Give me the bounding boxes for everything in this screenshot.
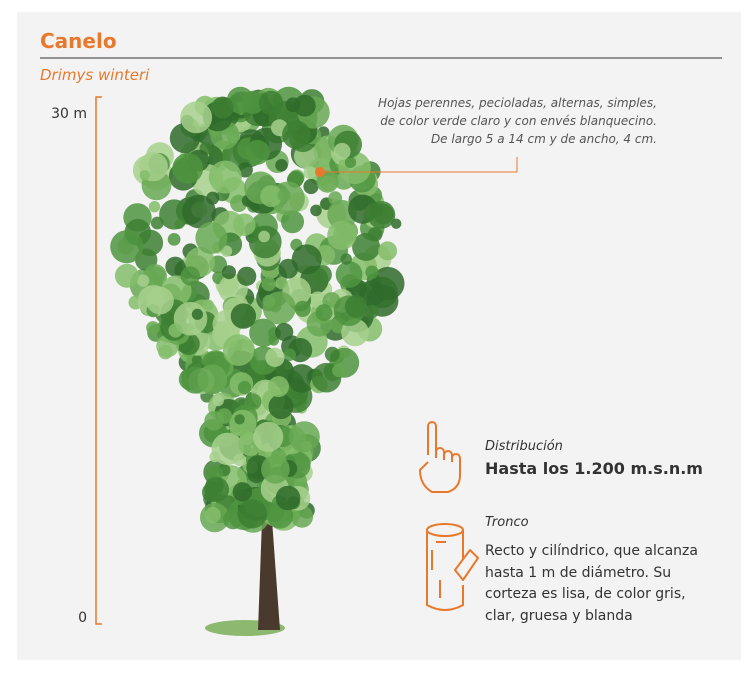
foliage [245,393,262,410]
foliage [259,91,283,115]
foliage [205,507,221,523]
trunk-text-line: Recto y cilíndrico, que alcanza [485,543,698,559]
foliage [310,205,322,217]
foliage [168,323,182,337]
foliage [334,143,351,160]
foliage [195,222,227,254]
foliage [115,264,139,288]
foliage [192,309,203,320]
foliage [368,201,396,229]
foliage [168,233,181,246]
foliage [149,201,160,212]
foliage [262,277,276,291]
foliage [204,477,229,502]
foliage [345,295,367,317]
foliage [282,121,310,149]
foliage [213,395,224,406]
foliage [276,486,301,511]
title: Canelo [40,29,117,53]
leaf-note-line: de color verde claro y con envés blanque… [380,114,657,128]
foliage [368,227,383,242]
foliage [234,414,244,424]
callout-dot [315,167,325,177]
foliage [341,253,352,264]
foliage [146,287,174,315]
foliage [332,364,346,378]
foliage [265,348,284,367]
foliage [275,159,288,172]
foliage [233,213,256,236]
foliage [269,394,294,419]
leaf-note-line: Hojas perennes, pecioladas, alternas, si… [378,96,657,110]
foliage [303,166,316,179]
foliage [172,153,203,184]
foliage [292,244,322,274]
foliage [237,267,256,286]
trunk-text-line: clar, gruesa y blanda [485,608,633,624]
foliage [222,265,236,279]
foliage [233,482,252,501]
trunk-label: Tronco [485,515,529,530]
foliage [253,422,283,452]
foliage [295,301,311,317]
foliage [110,230,143,263]
foliage [275,277,287,289]
foliage [238,499,267,528]
infographic: Canelo Drimys winteri 30 m 0 Hojas peren… [0,0,751,674]
foliage [294,95,316,117]
foliage [223,334,255,366]
foliage [336,261,363,288]
foliage [378,241,397,260]
foliage [146,321,160,335]
foliage [263,295,276,308]
foliage [275,323,293,341]
foliage [180,102,212,134]
foliage [328,191,342,205]
foliage [268,376,289,397]
foliage [365,266,378,279]
foliage [258,231,270,243]
foliage [140,170,150,180]
trunk-text-line: hasta 1 m de diámetro. Su [485,565,671,581]
foliage [238,381,251,394]
distribution-text: Hasta los 1.200 m.s.n.m [485,459,703,478]
foliage [289,421,320,452]
leaf-note-line: De largo 5 a 14 cm y de ancho, 4 cm. [431,132,657,146]
foliage [197,365,227,395]
foliage [327,221,356,250]
foliage [212,97,234,119]
distribution-label: Distribución [485,439,563,454]
foliage [209,161,242,194]
foliage [181,266,200,285]
foliage [325,347,340,362]
scale-top-label: 30 m [51,106,87,122]
foliage [149,267,166,284]
foliage [245,140,270,165]
page: {"header": {"title": "Canelo", "subtitle… [0,0,751,674]
foliage [217,408,232,423]
trunk-text-line: corteza es lisa, de color gris, [485,586,686,602]
foliage [158,345,172,359]
scale-bottom-label: 0 [78,610,87,626]
subtitle: Drimys winteri [40,66,150,84]
foliage [316,304,333,321]
foliage [271,449,286,464]
foliage [278,189,291,202]
foliage [233,454,246,467]
foliage [231,303,256,328]
foliage [303,179,318,194]
